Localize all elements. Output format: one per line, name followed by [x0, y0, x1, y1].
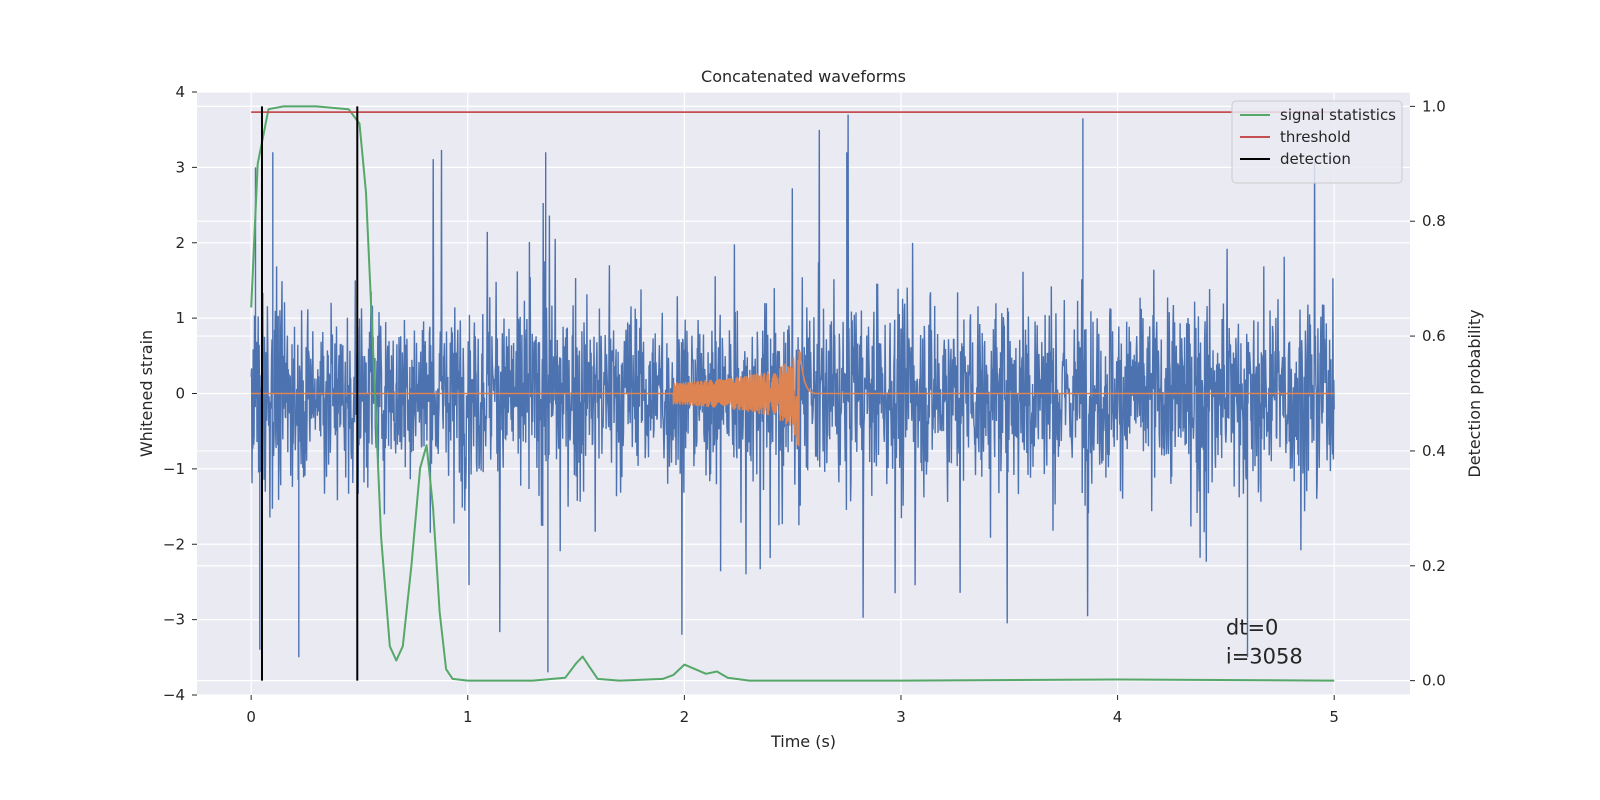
y-tick-label: −4 — [163, 686, 185, 704]
y-tick-label: −2 — [163, 535, 185, 553]
x-axis-label: Time (s) — [770, 732, 836, 751]
y2-tick-label: 0.4 — [1422, 442, 1446, 460]
legend: signal statistics threshold detection — [1231, 100, 1403, 184]
y2-tick-label: 0.0 — [1422, 672, 1446, 690]
x-tick-label: 1 — [463, 708, 473, 726]
legend-box — [1231, 100, 1403, 184]
x-tick-label: 3 — [896, 708, 906, 726]
y-tick-label: 4 — [175, 83, 185, 101]
x-tick-label: 2 — [680, 708, 690, 726]
y2-tick-label: 1.0 — [1422, 97, 1446, 115]
signal-statistics-line — [250, 105, 1335, 682]
legend-entry-label: threshold — [1280, 128, 1351, 146]
y2-tick-label: 0.6 — [1422, 327, 1446, 345]
x-tick-label: 0 — [246, 708, 256, 726]
data-layer — [250, 105, 1335, 682]
chart-title: Concatenated waveforms — [701, 67, 906, 86]
axis-layer: 0 1 2 3 4 5 −4 −3 −2 −1 0 1 2 3 4 0.0 0.2 0.4 0.6 0.8 1.0 — [163, 83, 1446, 726]
x-tick-label: 5 — [1329, 708, 1339, 726]
y-tick-label: 0 — [175, 385, 185, 403]
y-tick-label: 3 — [175, 158, 185, 176]
y2-tick-label: 0.8 — [1422, 212, 1446, 230]
y2-axis-label: Detection probability — [1465, 309, 1484, 477]
annotation-dt: dt=0 — [1226, 616, 1279, 640]
y2-tick-label: 0.2 — [1422, 557, 1446, 575]
annotation-i: i=3058 — [1226, 644, 1303, 668]
y-tick-label: 1 — [175, 309, 185, 327]
y-axis-label: Whitened strain — [137, 330, 156, 457]
y-tick-label: 2 — [175, 234, 185, 252]
y-tick-label: −3 — [163, 611, 185, 629]
legend-entry-label: detection — [1280, 150, 1351, 168]
x-tick-label: 4 — [1113, 708, 1123, 726]
y-tick-label: −1 — [163, 460, 185, 478]
legend-entry-label: signal statistics — [1280, 106, 1396, 124]
chirp-series-line — [251, 350, 1335, 447]
